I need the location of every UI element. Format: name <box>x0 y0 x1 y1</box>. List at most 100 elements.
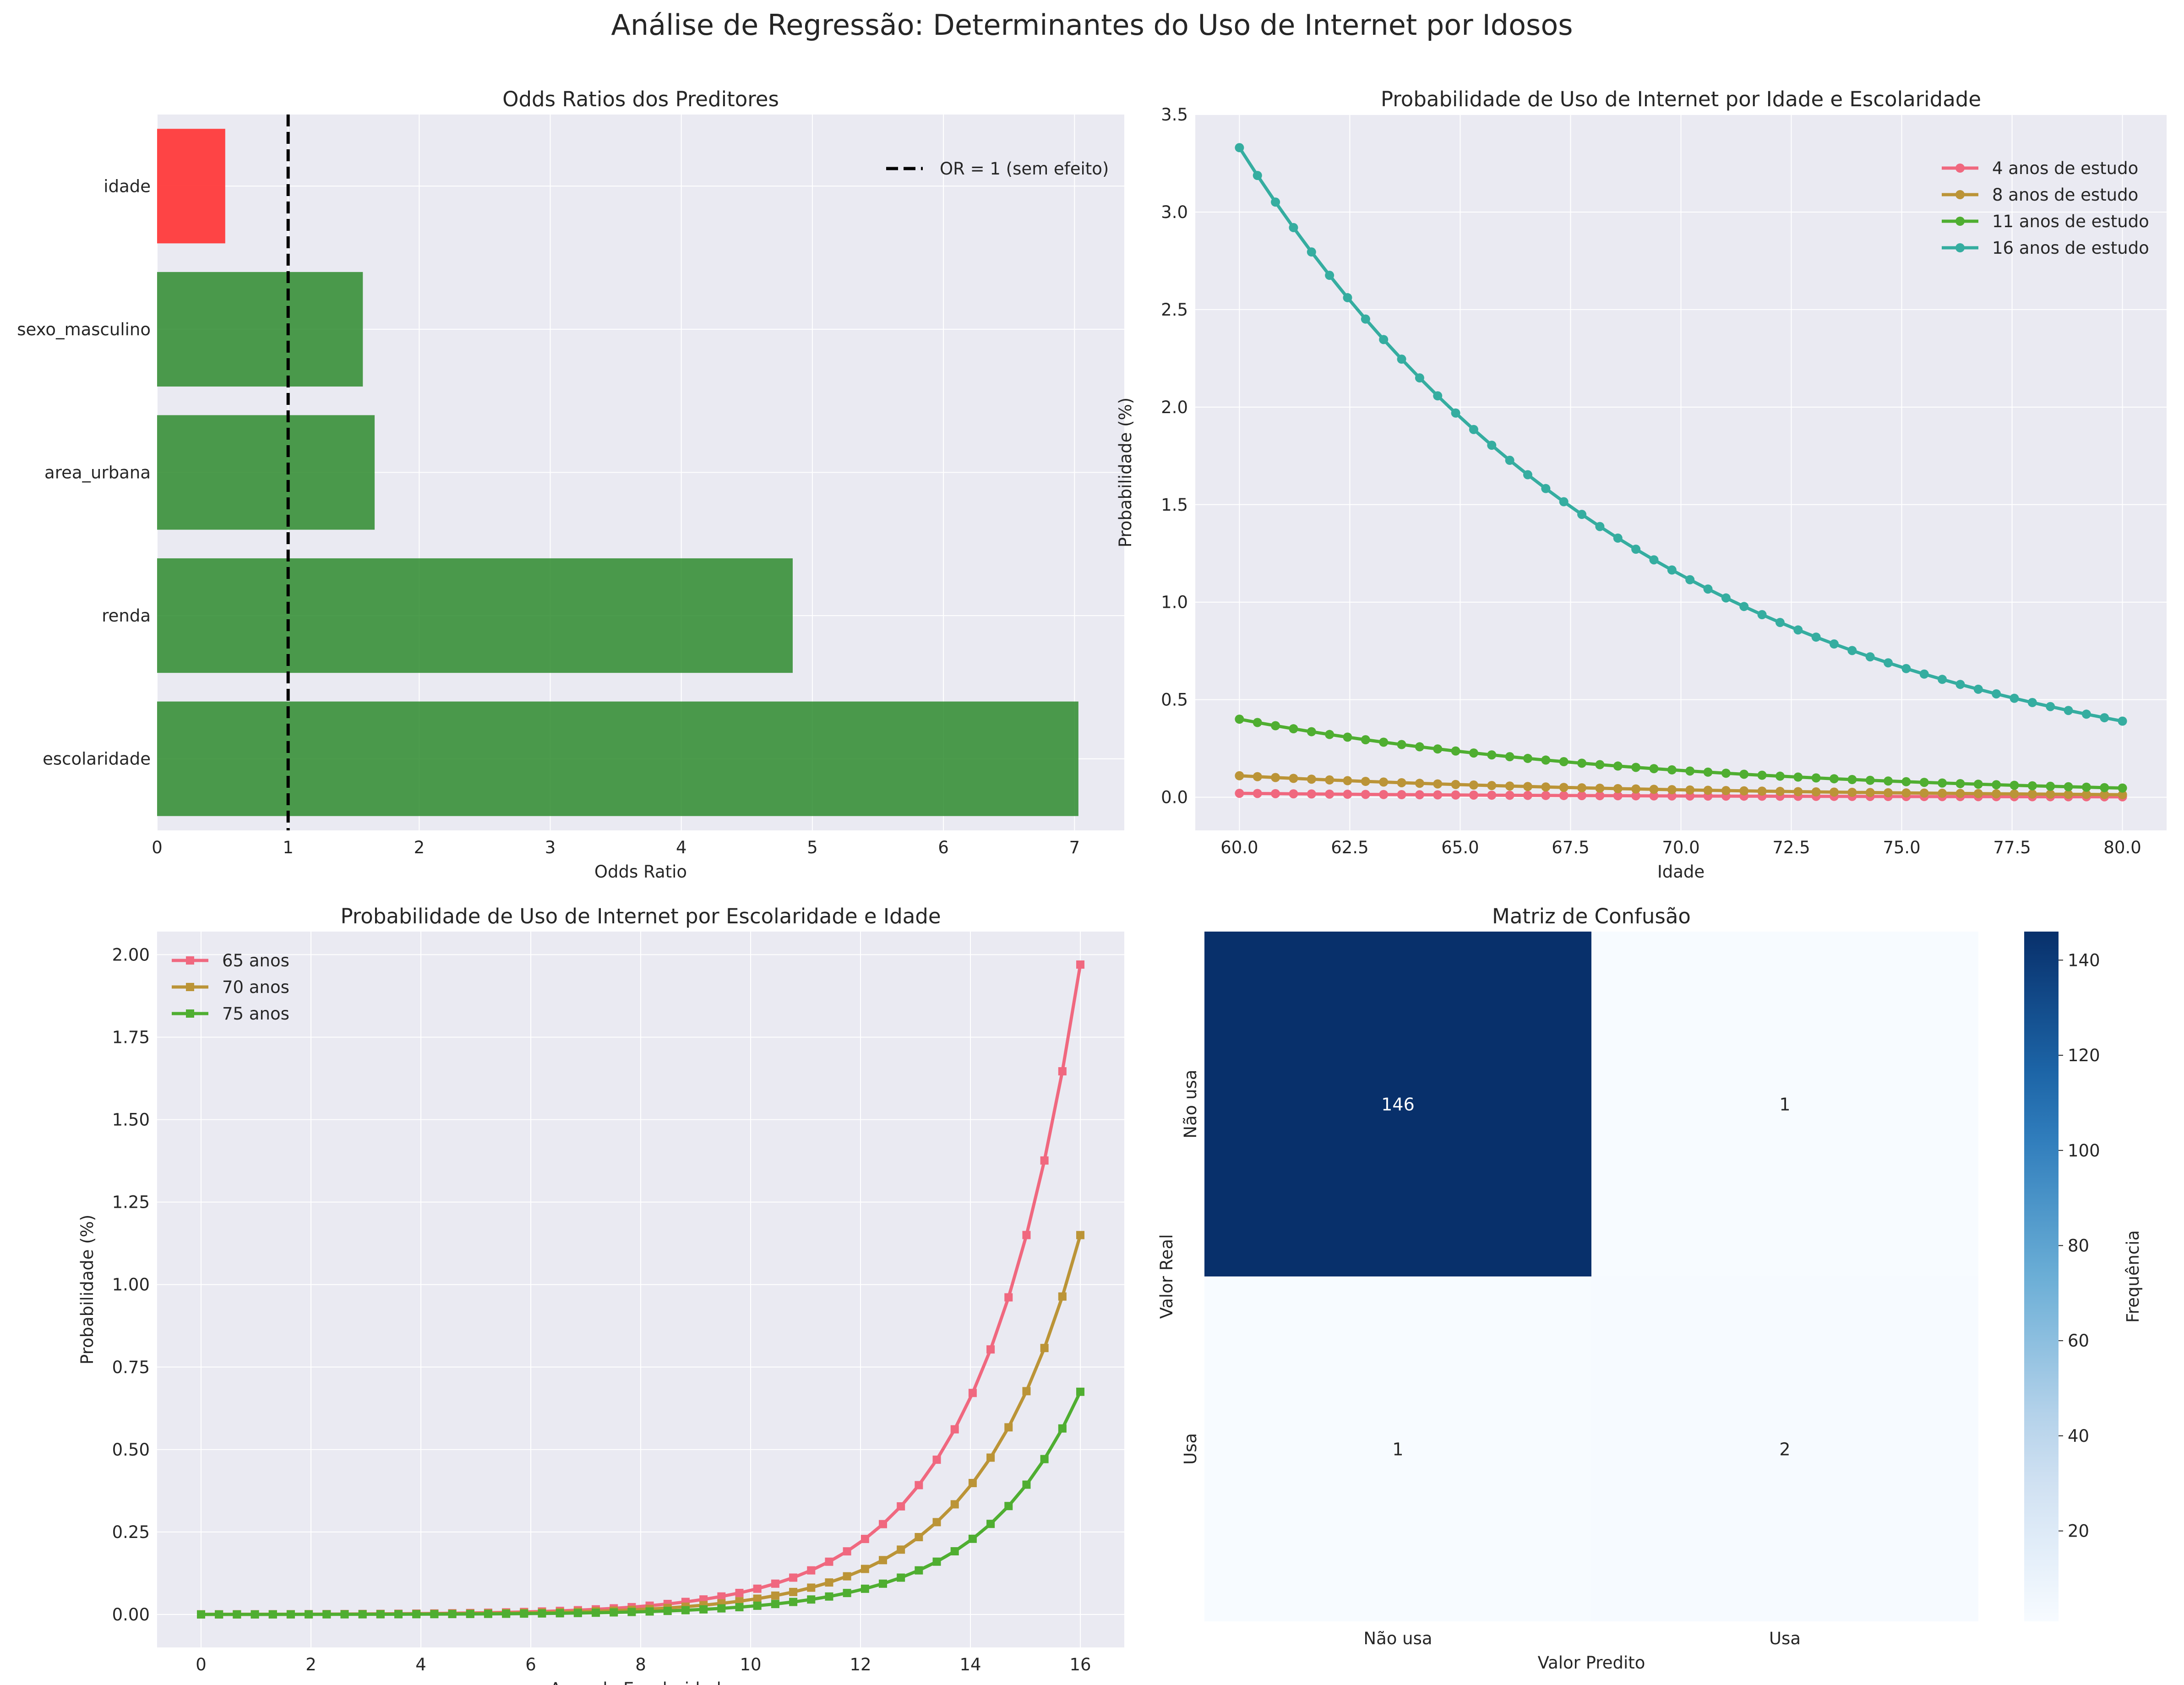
data-point <box>1271 789 1280 798</box>
colorbar-tick-label: 80 <box>2068 1236 2089 1255</box>
data-point <box>627 1608 636 1616</box>
data-point <box>950 1500 959 1509</box>
data-point <box>717 1592 726 1601</box>
data-point <box>1379 790 1389 799</box>
data-point <box>825 1592 833 1601</box>
data-point <box>1271 721 1280 731</box>
data-point <box>197 1610 205 1619</box>
data-point <box>1847 646 1857 655</box>
data-point <box>1919 778 1929 787</box>
data-point <box>1865 652 1875 662</box>
data-point <box>1343 293 1352 302</box>
data-point <box>1757 786 1767 796</box>
data-point <box>1271 197 1280 207</box>
data-point <box>1559 757 1569 767</box>
data-point <box>1739 786 1749 796</box>
data-point <box>1040 1344 1049 1352</box>
y-tick-label: sexo_masculino <box>17 320 151 339</box>
data-point <box>1361 790 1370 799</box>
data-point <box>376 1610 385 1619</box>
data-point <box>1613 791 1623 801</box>
data-point <box>1884 776 1893 786</box>
data-point <box>1076 960 1084 969</box>
data-point <box>1469 780 1478 790</box>
cell-value: 146 <box>1381 1095 1415 1115</box>
data-point <box>2081 790 2091 799</box>
data-point <box>466 1609 474 1618</box>
data-point <box>1757 610 1767 620</box>
data-point <box>986 1520 995 1528</box>
colorbar-tick-label: 20 <box>2068 1521 2089 1541</box>
data-point <box>251 1610 259 1619</box>
data-point <box>448 1610 457 1619</box>
data-point <box>1973 684 1983 694</box>
data-point <box>1901 788 1911 798</box>
data-point <box>1649 791 1659 801</box>
data-point <box>789 1573 798 1582</box>
cell-value: 2 <box>1779 1440 1790 1460</box>
x-tick-label: 72.5 <box>1772 838 1810 857</box>
bar-idade <box>157 129 225 244</box>
x-tick-label: 60.0 <box>1220 838 1258 857</box>
data-point <box>1577 510 1587 519</box>
data-point <box>1235 789 1244 798</box>
data-point <box>861 1535 869 1543</box>
data-point <box>2064 706 2073 715</box>
x-tick-label: 4 <box>676 838 687 857</box>
data-point <box>305 1610 313 1619</box>
data-point <box>573 1609 582 1617</box>
legend-marker <box>186 1009 194 1018</box>
x-tick-label: 0 <box>152 838 163 857</box>
data-point <box>1022 1231 1031 1239</box>
data-point <box>717 1604 726 1613</box>
data-point <box>1235 143 1244 153</box>
data-point <box>2010 693 2019 703</box>
y-tick-label: 1.25 <box>112 1193 150 1212</box>
data-point <box>1541 755 1551 765</box>
data-point <box>1415 790 1424 800</box>
data-point <box>1325 271 1334 280</box>
data-point <box>1058 1292 1067 1301</box>
heatmap-cell <box>1591 932 1978 1276</box>
data-point <box>1793 787 1803 796</box>
data-point <box>915 1481 923 1489</box>
data-point <box>1703 767 1713 777</box>
data-point <box>1559 497 1569 507</box>
data-point <box>2027 789 2037 799</box>
data-point <box>1361 314 1370 324</box>
data-point <box>1505 791 1514 800</box>
data-point <box>1793 772 1803 782</box>
data-point <box>1325 789 1334 799</box>
data-point <box>1415 373 1424 383</box>
x-tick-label: 16 <box>1069 1655 1091 1674</box>
data-point <box>1058 1424 1067 1433</box>
data-point <box>340 1610 349 1619</box>
x-tick-label: 14 <box>959 1655 981 1674</box>
data-point <box>1829 639 1839 649</box>
data-point <box>1253 772 1262 781</box>
data-point <box>1469 425 1478 434</box>
legend-label: 11 anos de estudo <box>1992 212 2149 231</box>
data-point <box>1505 456 1514 465</box>
data-point <box>1757 770 1767 780</box>
y-axis-label: Valor Real <box>1157 1234 1176 1319</box>
x-tick-label: 10 <box>740 1655 761 1674</box>
data-point <box>1541 782 1551 792</box>
data-point <box>1595 791 1605 801</box>
y-tick-label: 3.5 <box>1161 105 1188 125</box>
data-point <box>1631 763 1641 772</box>
data-point <box>1541 484 1551 493</box>
data-point <box>1076 1231 1084 1239</box>
data-point <box>986 1453 995 1462</box>
data-point <box>1721 786 1731 796</box>
data-point <box>1793 625 1803 635</box>
data-point <box>1253 171 1262 180</box>
data-point <box>1631 784 1641 794</box>
heatmap-cell <box>1204 932 1591 1276</box>
data-point <box>915 1566 923 1575</box>
data-point <box>1271 773 1280 782</box>
panel-title: Matriz de Confusão <box>1492 904 1691 928</box>
data-point <box>878 1579 887 1588</box>
data-point <box>1992 789 2001 799</box>
data-point <box>268 1610 277 1619</box>
